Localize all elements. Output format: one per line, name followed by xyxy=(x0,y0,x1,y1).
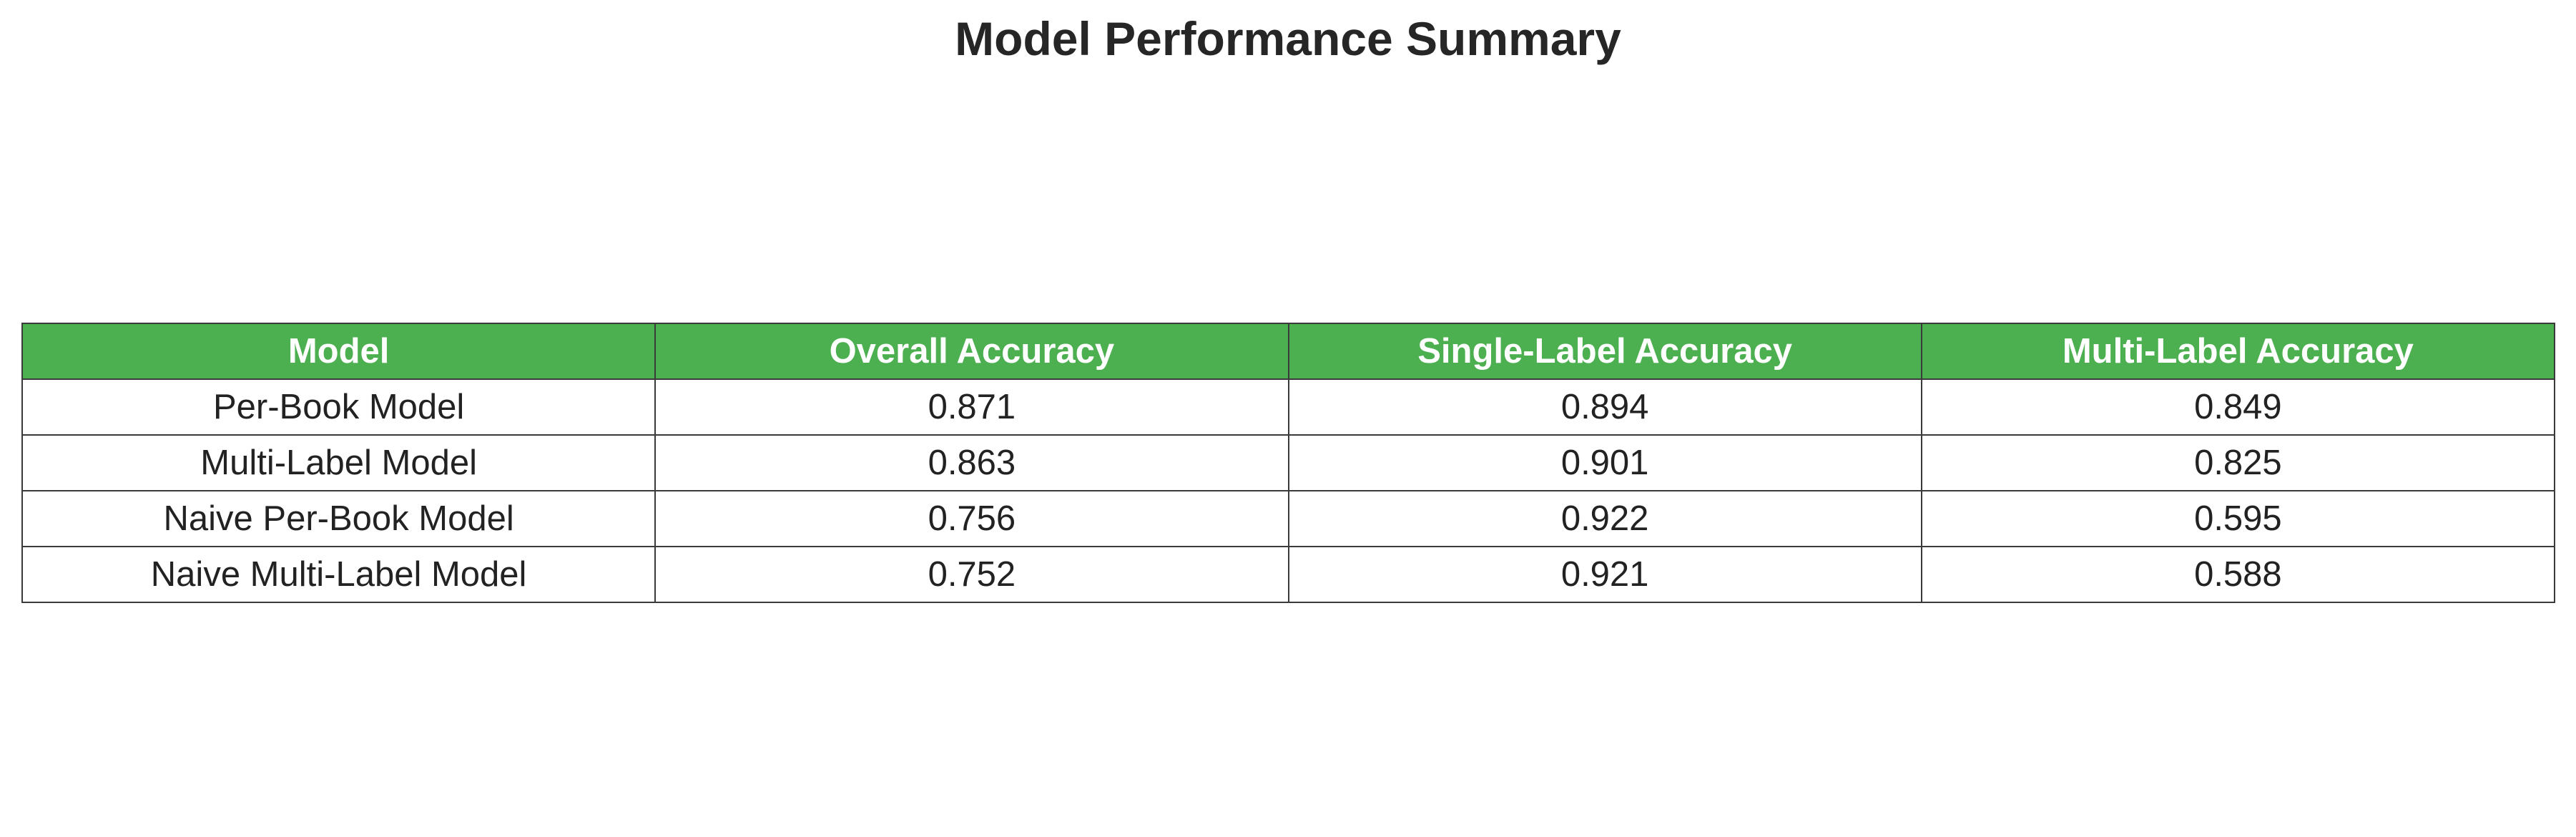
header-multi-label-accuracy: Multi-Label Accuracy xyxy=(1920,323,2556,380)
cell-multi-label-accuracy: 0.588 xyxy=(1920,546,2556,603)
table-header-row: Model Overall Accuracy Single-Label Accu… xyxy=(21,323,2556,380)
cell-overall-accuracy: 0.756 xyxy=(654,490,1289,547)
cell-single-label-accuracy: 0.922 xyxy=(1287,490,1922,547)
cell-model: Multi-Label Model xyxy=(21,434,657,491)
performance-table: Model Overall Accuracy Single-Label Accu… xyxy=(21,323,2556,603)
cell-overall-accuracy: 0.863 xyxy=(654,434,1289,491)
cell-single-label-accuracy: 0.894 xyxy=(1287,378,1922,436)
header-model: Model xyxy=(21,323,657,380)
header-overall-accuracy: Overall Accuracy xyxy=(654,323,1289,380)
table-row: Naive Multi-Label Model 0.752 0.921 0.58… xyxy=(21,546,2556,603)
chart-title: Model Performance Summary xyxy=(955,12,1621,65)
cell-model: Naive Per-Book Model xyxy=(21,490,657,547)
table-row: Per-Book Model 0.871 0.894 0.849 xyxy=(21,378,2556,436)
cell-multi-label-accuracy: 0.849 xyxy=(1920,378,2556,436)
cell-overall-accuracy: 0.871 xyxy=(654,378,1289,436)
cell-model: Per-Book Model xyxy=(21,378,657,436)
cell-multi-label-accuracy: 0.825 xyxy=(1920,434,2556,491)
cell-multi-label-accuracy: 0.595 xyxy=(1920,490,2556,547)
cell-model: Naive Multi-Label Model xyxy=(21,546,657,603)
table-row: Naive Per-Book Model 0.756 0.922 0.595 xyxy=(21,490,2556,547)
cell-single-label-accuracy: 0.901 xyxy=(1287,434,1922,491)
table-row: Multi-Label Model 0.863 0.901 0.825 xyxy=(21,434,2556,491)
cell-single-label-accuracy: 0.921 xyxy=(1287,546,1922,603)
header-single-label-accuracy: Single-Label Accuracy xyxy=(1287,323,1922,380)
cell-overall-accuracy: 0.752 xyxy=(654,546,1289,603)
